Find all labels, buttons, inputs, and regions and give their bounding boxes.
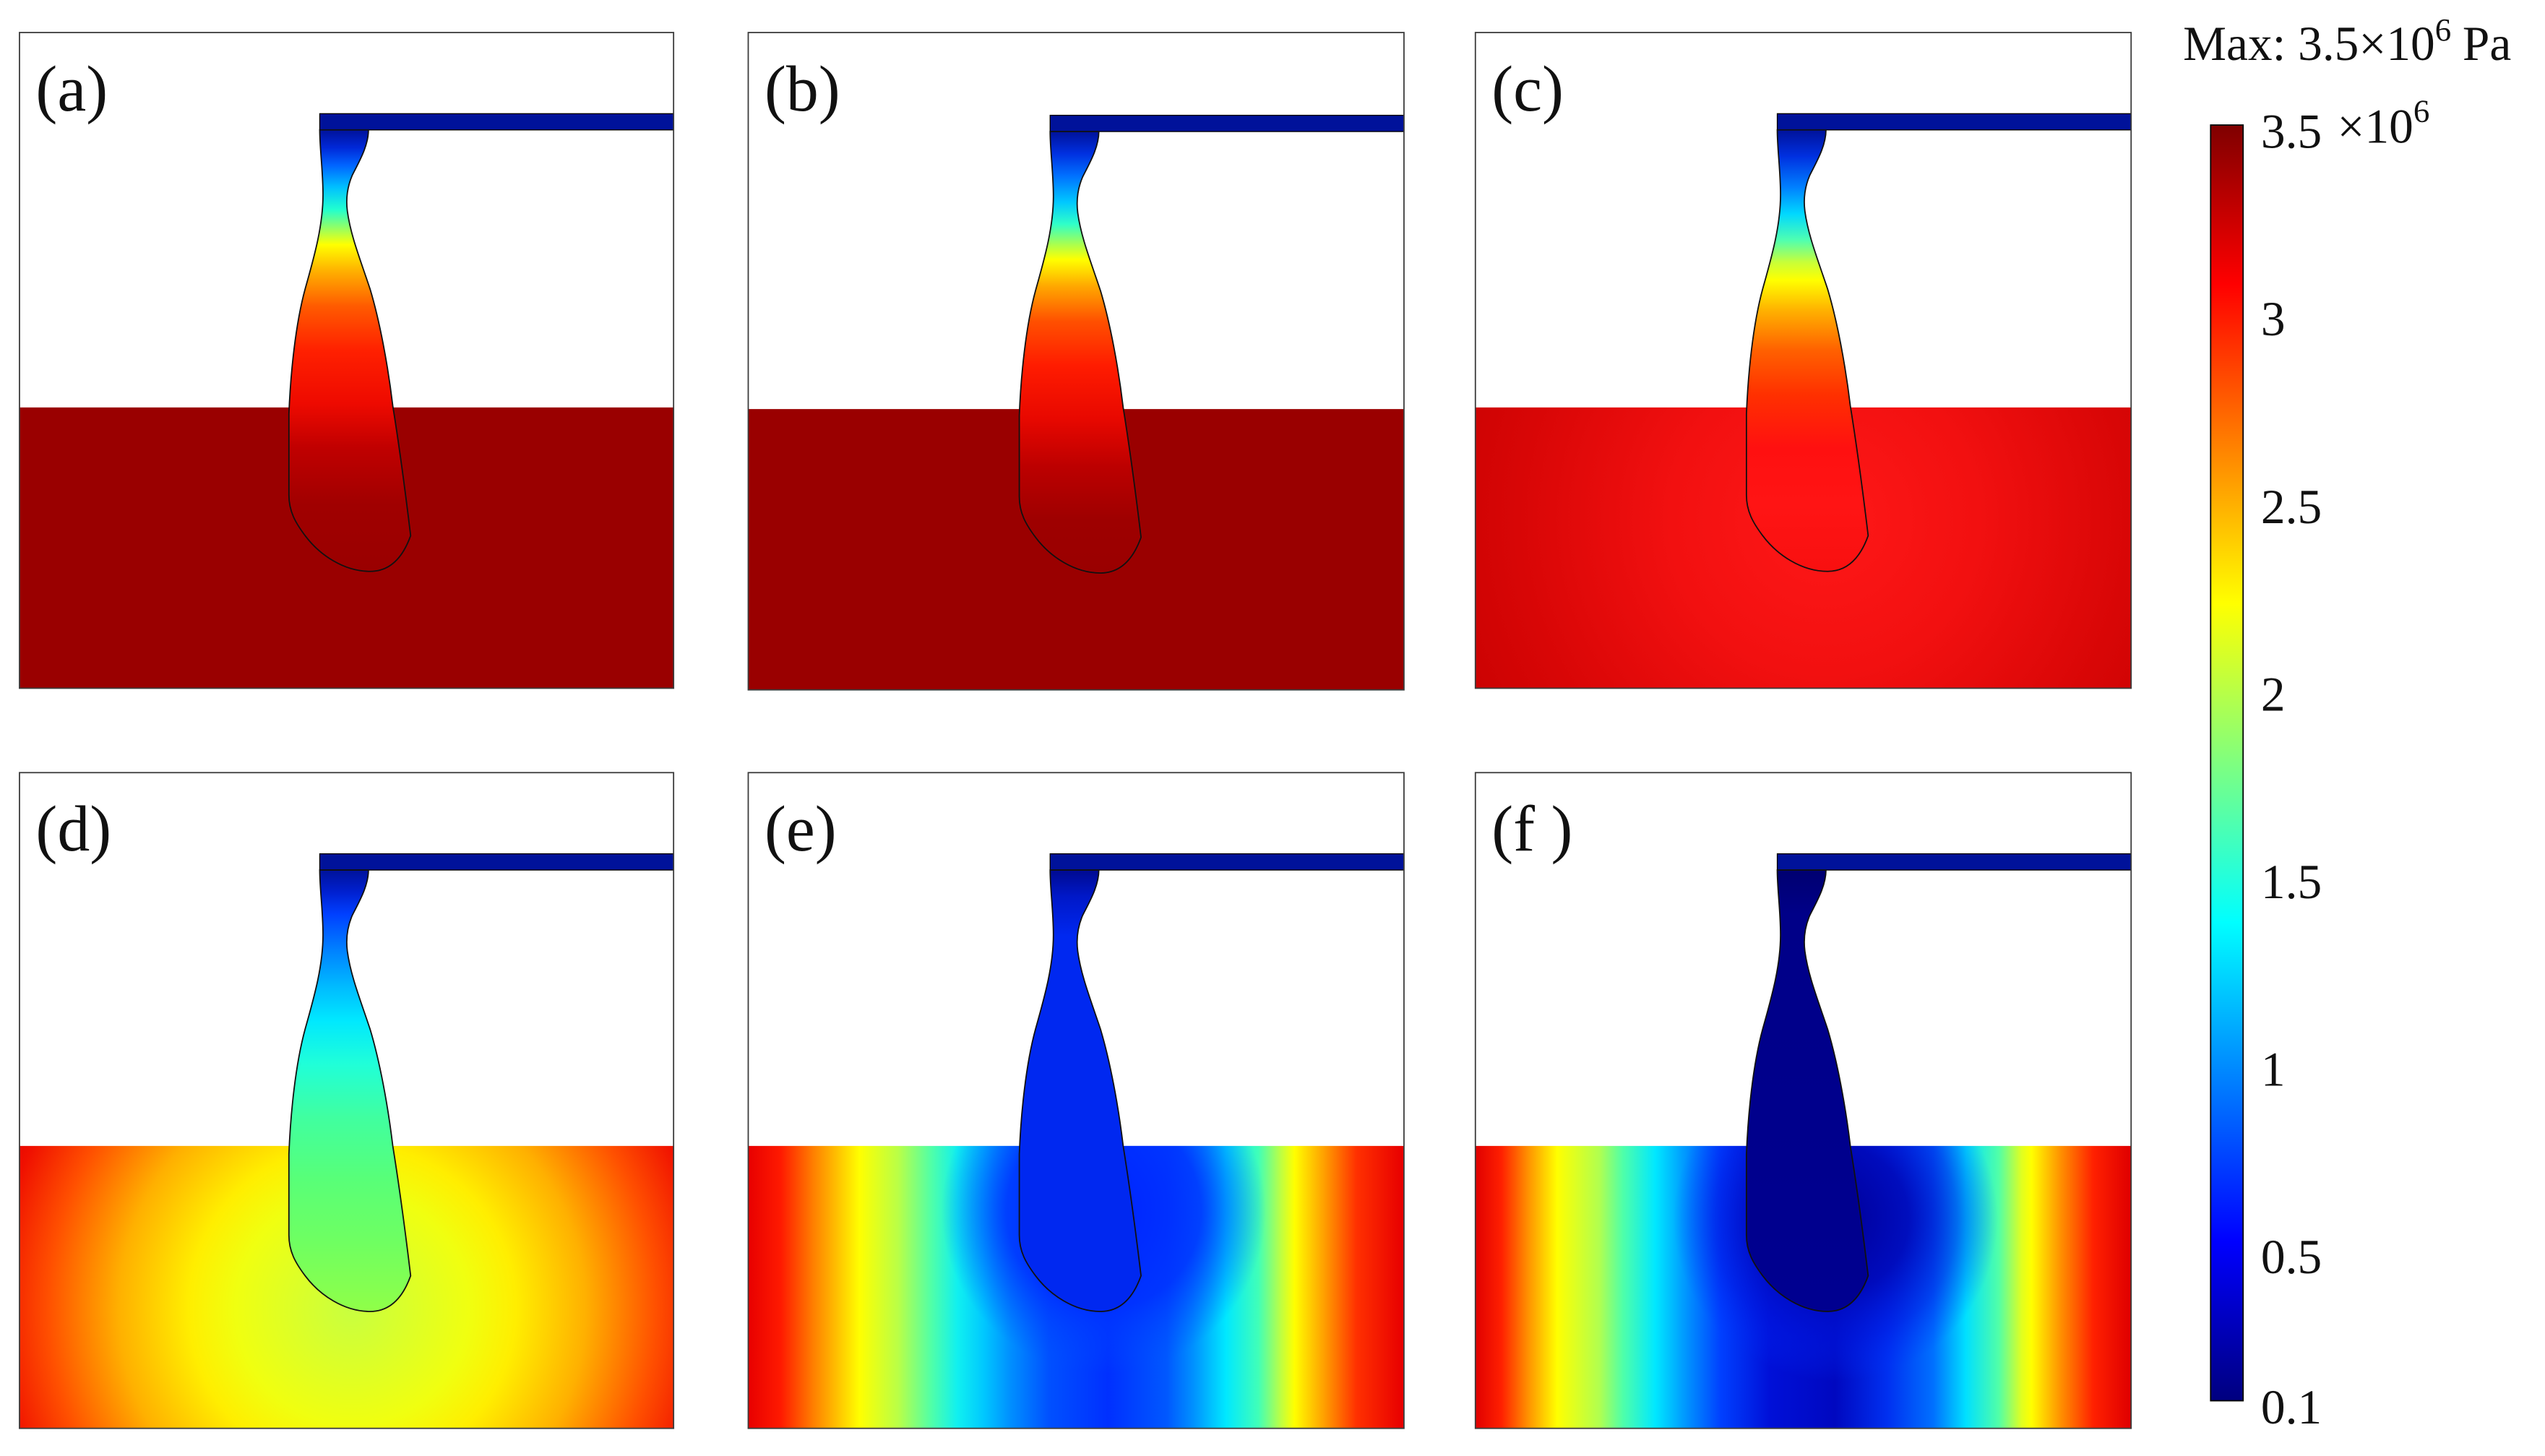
- cantilever-bar: [1776, 113, 2132, 131]
- panel-a: (a): [19, 32, 675, 689]
- max-value-exponent: 6: [2435, 12, 2451, 48]
- colorbar-scale: [2210, 124, 2244, 1402]
- panel-label: (e): [765, 793, 837, 865]
- colorbar-tick-label: 1.5: [2261, 855, 2322, 909]
- max-value-unit: Pa: [2463, 17, 2511, 71]
- colorbar-tick-label: 3: [2261, 292, 2286, 346]
- max-value-text: Max: 3.5×10: [2183, 17, 2435, 71]
- colorbar-tick-label: 0.5: [2261, 1230, 2322, 1284]
- panel-c: (c): [1474, 32, 2132, 689]
- panel-frame: [1474, 32, 2132, 689]
- colorbar-tick-label: 0.1: [2261, 1380, 2322, 1434]
- panel-label: (a): [35, 53, 108, 125]
- panel-e: (e): [747, 772, 1405, 1429]
- panel-b: (b): [747, 32, 1405, 691]
- colorbar-tick-label: 2: [2261, 668, 2286, 722]
- cantilever-bar: [1776, 853, 2132, 871]
- colorbar-multiplier-exponent: 6: [2413, 93, 2429, 129]
- cantilever-bar: [1049, 853, 1405, 871]
- panel-d: (d): [19, 772, 675, 1429]
- panel-frame: [1474, 772, 2132, 1429]
- max-value-label: Max: 3.5×106 Pa: [2183, 12, 2511, 71]
- colorbar-tick-labels: 3.5 3 2.5 2 1.5 1 0.5 0.1: [2261, 105, 2322, 1434]
- colorbar: 3.5 3 2.5 2 1.5 1 0.5 0.1 ×106: [2210, 93, 2429, 1434]
- colorbar-multiplier: ×106: [2337, 93, 2429, 154]
- panel-frame: [19, 772, 675, 1429]
- colorbar-tick-label: 2.5: [2261, 480, 2322, 534]
- panel-label: (d): [35, 793, 111, 865]
- panel-f: (f ): [1474, 772, 2132, 1429]
- panel-label: (b): [765, 53, 840, 125]
- panel-label: (f ): [1491, 793, 1572, 865]
- colorbar-multiplier-base: ×10: [2337, 100, 2413, 154]
- panel-frame: [747, 32, 1405, 691]
- panel-frame: [19, 32, 675, 689]
- panel-frame: [747, 772, 1405, 1429]
- colorbar-tick-label: 3.5: [2261, 105, 2322, 159]
- panel-label: (c): [1491, 53, 1564, 125]
- cantilever-bar: [319, 853, 674, 871]
- colorbar-tick-label: 1: [2261, 1043, 2286, 1097]
- cantilever-bar: [319, 113, 674, 131]
- cantilever-bar: [1049, 114, 1405, 132]
